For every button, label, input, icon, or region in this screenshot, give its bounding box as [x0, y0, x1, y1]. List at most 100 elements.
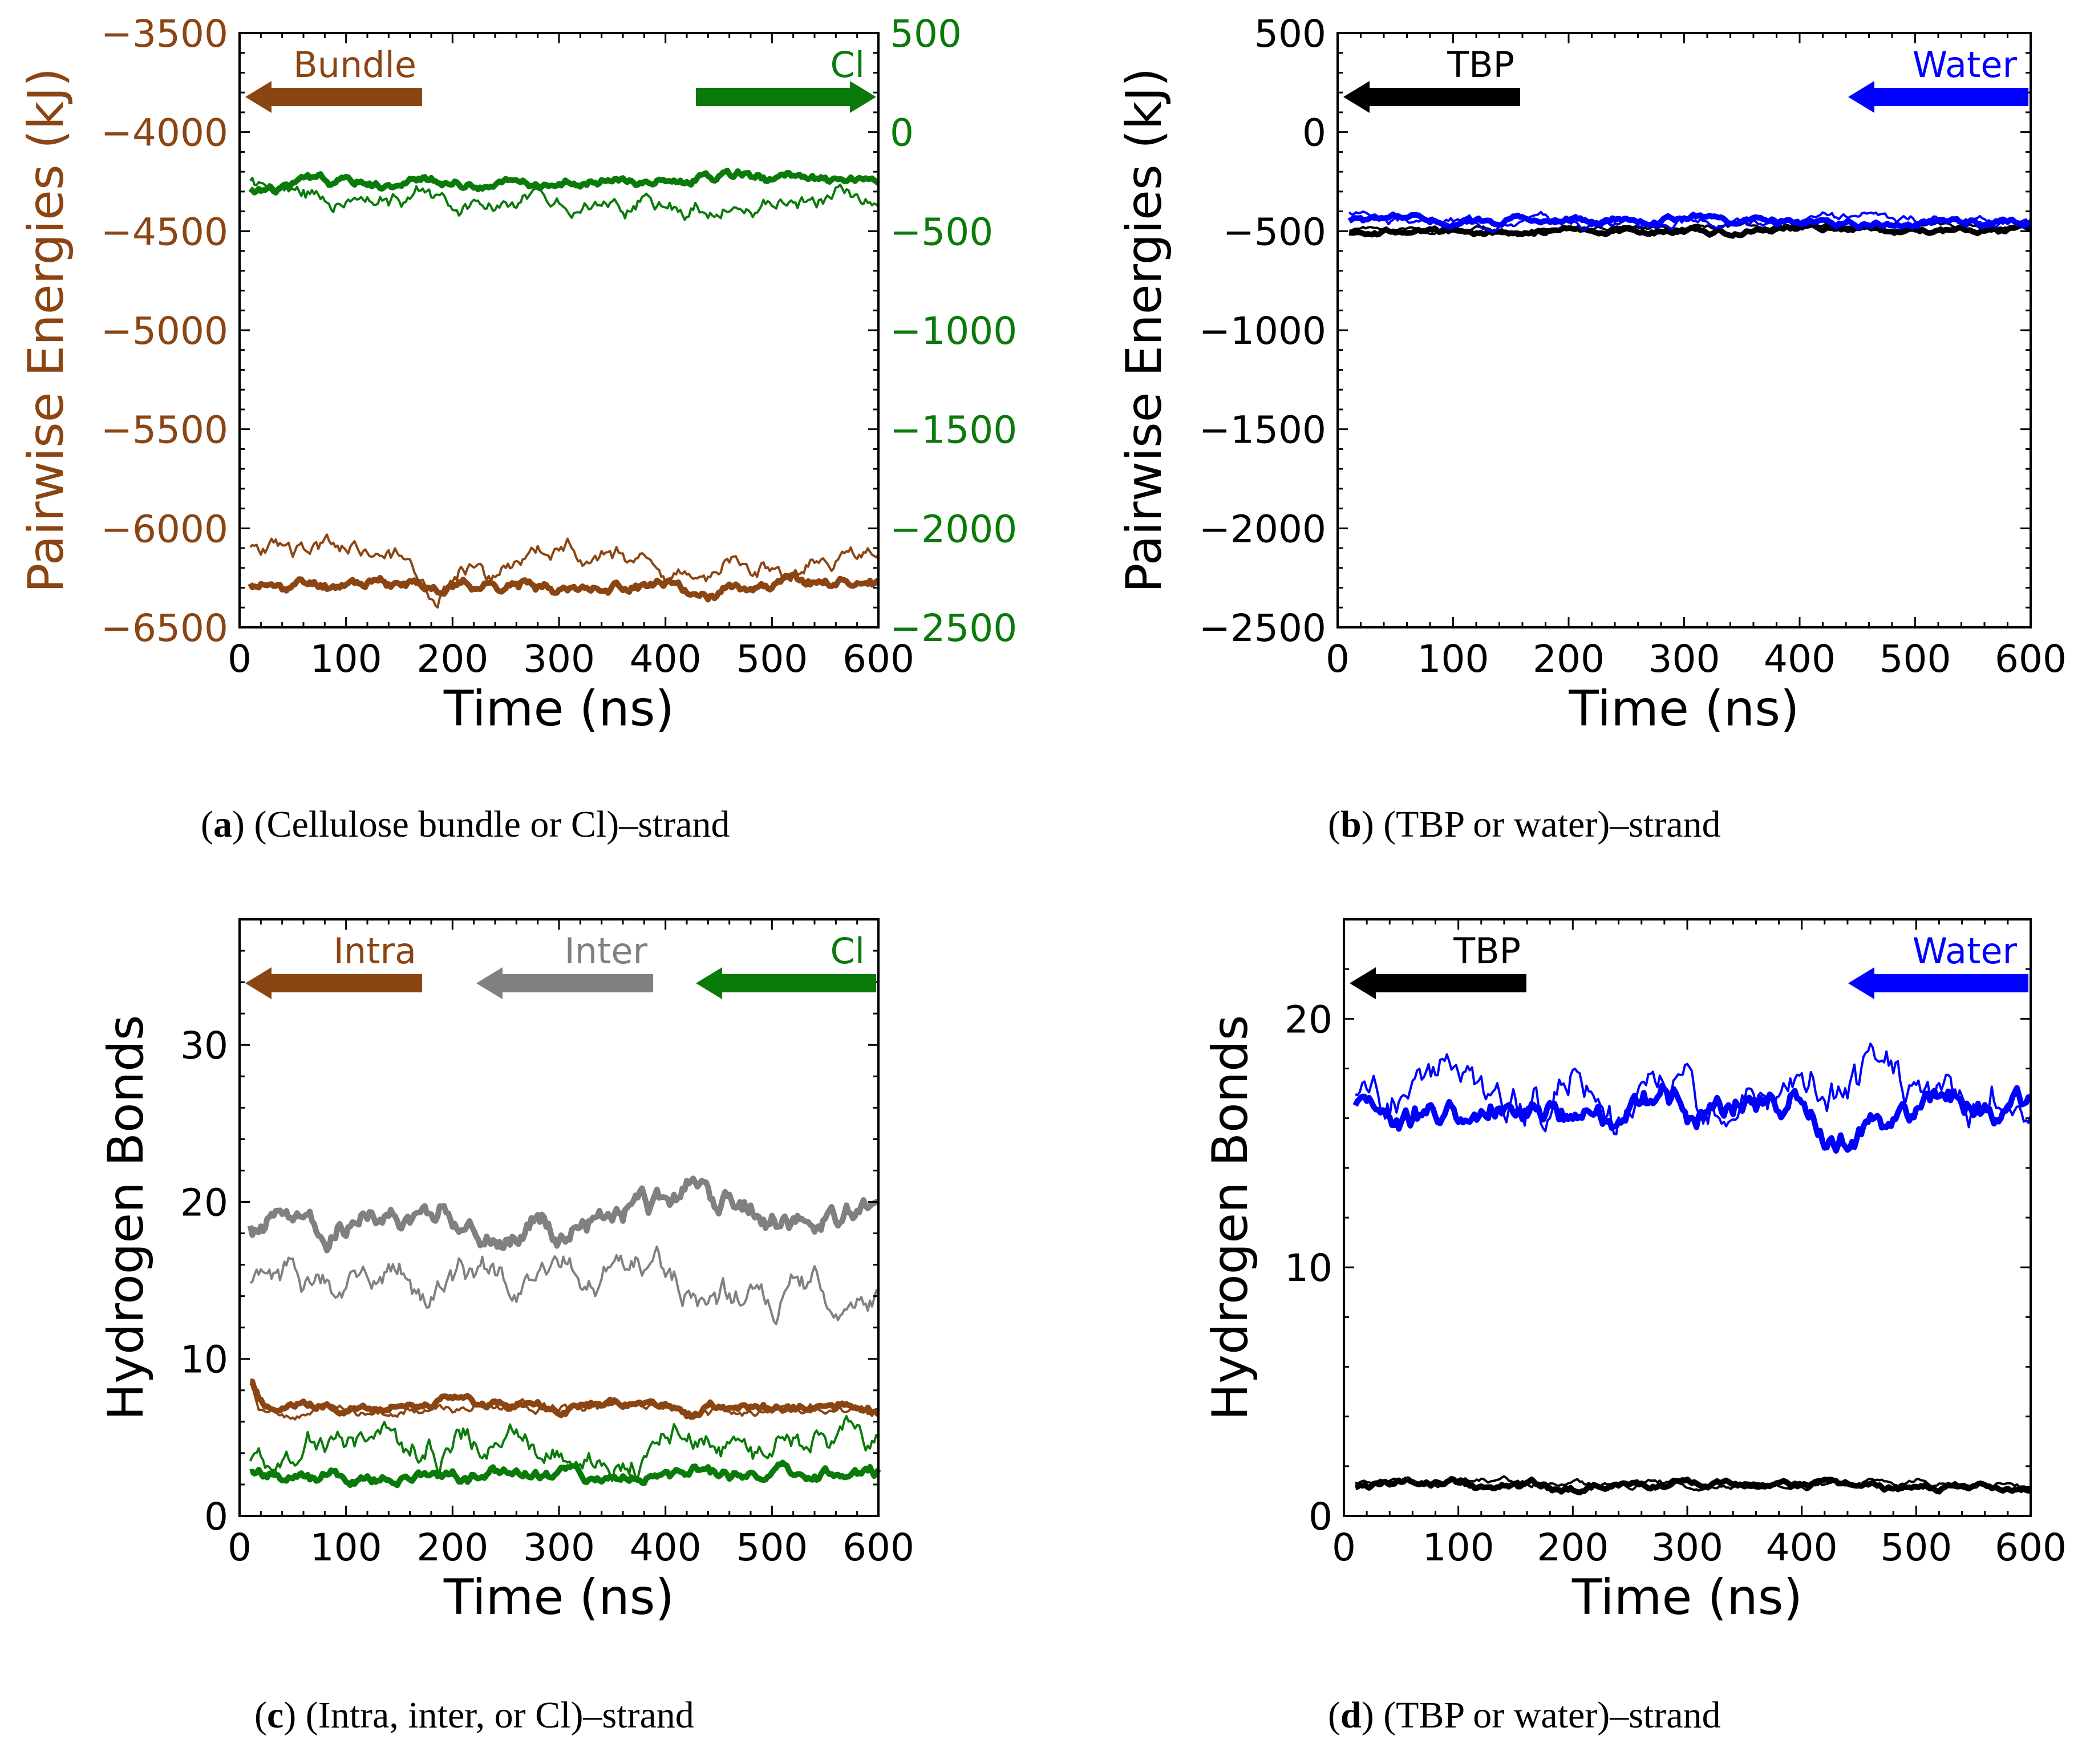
caption-d-letter: d: [1340, 1694, 1362, 1736]
legend-label-inter: Inter: [564, 930, 647, 972]
x-tick-label: 100: [310, 1526, 382, 1570]
series-c-5: [249, 1459, 881, 1489]
y-tick-label: 10: [180, 1338, 228, 1382]
series-c-0: [247, 1175, 880, 1254]
legend-arrow-tbp: [1343, 81, 1520, 113]
x-tick-label: 500: [736, 637, 808, 681]
series-a-3: [249, 177, 880, 221]
legend-label-bundle: Bundle: [293, 44, 416, 86]
x-tick-label: 400: [630, 1526, 702, 1570]
y-tick-label: −2000: [1199, 507, 1326, 551]
x-tick-label: 0: [228, 1526, 252, 1570]
y-right-tick-label: −1500: [890, 408, 1017, 452]
chart-d: 0 100 200 300 400 500 600 Time (ns) 0 10 20 Hydroge…: [1202, 918, 2067, 1626]
x-tick-label: 500: [736, 1526, 808, 1570]
y-tick-label: 0: [204, 1495, 228, 1539]
legend-arrow-cl: [696, 967, 876, 999]
x-tick-label: 600: [842, 637, 914, 681]
y-tick-label: −6500: [101, 606, 228, 650]
y-tick-label: −1000: [1199, 309, 1326, 353]
y-right-tick-label: 0: [890, 111, 914, 155]
series-c-4: [249, 1415, 879, 1482]
x-tick-label: 500: [1880, 637, 1951, 681]
x-axis-label: Time (ns): [1568, 680, 1799, 737]
series-b-3: [1348, 210, 2032, 233]
series-c-3: [249, 1382, 880, 1421]
x-tick-label: 400: [630, 637, 702, 681]
y-tick-label: −6000: [101, 507, 228, 551]
x-tick-label: 600: [1995, 1526, 2067, 1570]
x-tick-label: 400: [1764, 637, 1836, 681]
legend-label-cl: Cl: [830, 930, 865, 972]
x-tick-label: 600: [1995, 637, 2067, 681]
legend-arrow-tbp: [1350, 967, 1526, 999]
legend-label-tbp: TBP: [1453, 930, 1521, 972]
x-axis-label: Time (ns): [443, 680, 674, 737]
legend-arrow-water: [1848, 967, 2028, 999]
x-tick-label: 0: [228, 637, 252, 681]
y-tick-label: −3500: [101, 12, 228, 56]
caption-a-letter: a: [213, 804, 232, 845]
legend-arrow-intra: [245, 967, 422, 999]
caption-c-letter: c: [266, 1694, 284, 1736]
plot-frame-d: [1343, 918, 2032, 1517]
x-tick-label: 300: [523, 637, 595, 681]
x-tick-label: 300: [1648, 637, 1720, 681]
legend-label-cl: Cl: [830, 44, 865, 86]
caption-b-letter: b: [1340, 804, 1362, 845]
legend-label-tbp: TBP: [1447, 44, 1514, 86]
x-tick-label: 300: [1651, 1526, 1723, 1570]
y-tick-label: 0: [1309, 1495, 1332, 1539]
y-tick-label: −5000: [101, 309, 228, 353]
y-right-tick-label: −1000: [890, 309, 1017, 353]
caption-d: (d) (TBP or water)–strand: [1328, 1694, 1721, 1736]
series-d-0: [1355, 1042, 2032, 1136]
y-axis-label: Hydrogen Bonds: [98, 1015, 155, 1420]
x-tick-label: 300: [523, 1526, 595, 1570]
caption-c-text: (Intra, inter, or Cl)–strand: [305, 1694, 694, 1736]
x-tick-label: 600: [842, 1526, 914, 1570]
chart-a: 0 100 200 300 400 500 600 Time (ns) −6500 −6000 −5…: [18, 12, 1017, 737]
y-tick-label: 0: [1302, 111, 1326, 155]
x-tick-label: 400: [1766, 1526, 1838, 1570]
y-tick-label: −5500: [101, 408, 228, 452]
caption-a-text: (Cellulose bundle or Cl)–strand: [254, 804, 730, 845]
x-tick-label: 500: [1880, 1526, 1952, 1570]
x-tick-label: 200: [1533, 637, 1605, 681]
x-tick-label: 100: [310, 637, 382, 681]
series-d-2: [1354, 1475, 2031, 1496]
x-axis-label: Time (ns): [1571, 1569, 1802, 1626]
series-a-0: [248, 571, 880, 603]
y-tick-label: 20: [180, 1181, 228, 1224]
chart-b: 0 100 200 300 400 500 600 Time (ns) −2500 −2000 −1…: [1116, 12, 2067, 737]
x-tick-label: 0: [1332, 1526, 1356, 1570]
y-tick-label: 10: [1285, 1246, 1332, 1290]
legend-label-intra: Intra: [334, 930, 416, 972]
caption-b-text: (TBP or water)–strand: [1383, 804, 1721, 845]
y-tick-label: −2500: [1199, 606, 1326, 650]
x-tick-label: 200: [1537, 1526, 1609, 1570]
y-right-tick-label: 500: [890, 12, 962, 56]
x-tick-label: 100: [1417, 637, 1489, 681]
x-tick-label: 200: [416, 637, 488, 681]
caption-a: (a) (Cellulose bundle or Cl)–strand: [201, 804, 730, 845]
y-axis-label: Pairwise Energies (kJ): [18, 68, 75, 593]
legend-label-water: Water: [1913, 44, 2018, 86]
y-tick-label: −500: [1223, 210, 1326, 254]
y-tick-label: 500: [1254, 12, 1326, 56]
legend-arrow-bundle: [245, 81, 422, 113]
y-tick-label: −4000: [101, 111, 228, 155]
y-axis-label: Hydrogen Bonds: [1202, 1015, 1259, 1420]
chart-c: 0 100 200 300 400 500 600 Time (ns) 0 10 20 30 Hydro…: [98, 918, 914, 1626]
legend-arrow-water: [1848, 81, 2028, 113]
x-tick-label: 100: [1423, 1526, 1494, 1570]
series-d-3: [1355, 1475, 2031, 1492]
plot-frame-b: [1336, 32, 2032, 628]
y-tick-label: 30: [180, 1024, 228, 1068]
plot-frame-a: [238, 32, 880, 628]
y-tick-label: −4500: [101, 210, 228, 254]
y-right-tick-label: −2500: [890, 606, 1017, 650]
y-right-tick-label: −500: [890, 210, 993, 254]
y-right-tick-label: −2000: [890, 507, 1017, 551]
